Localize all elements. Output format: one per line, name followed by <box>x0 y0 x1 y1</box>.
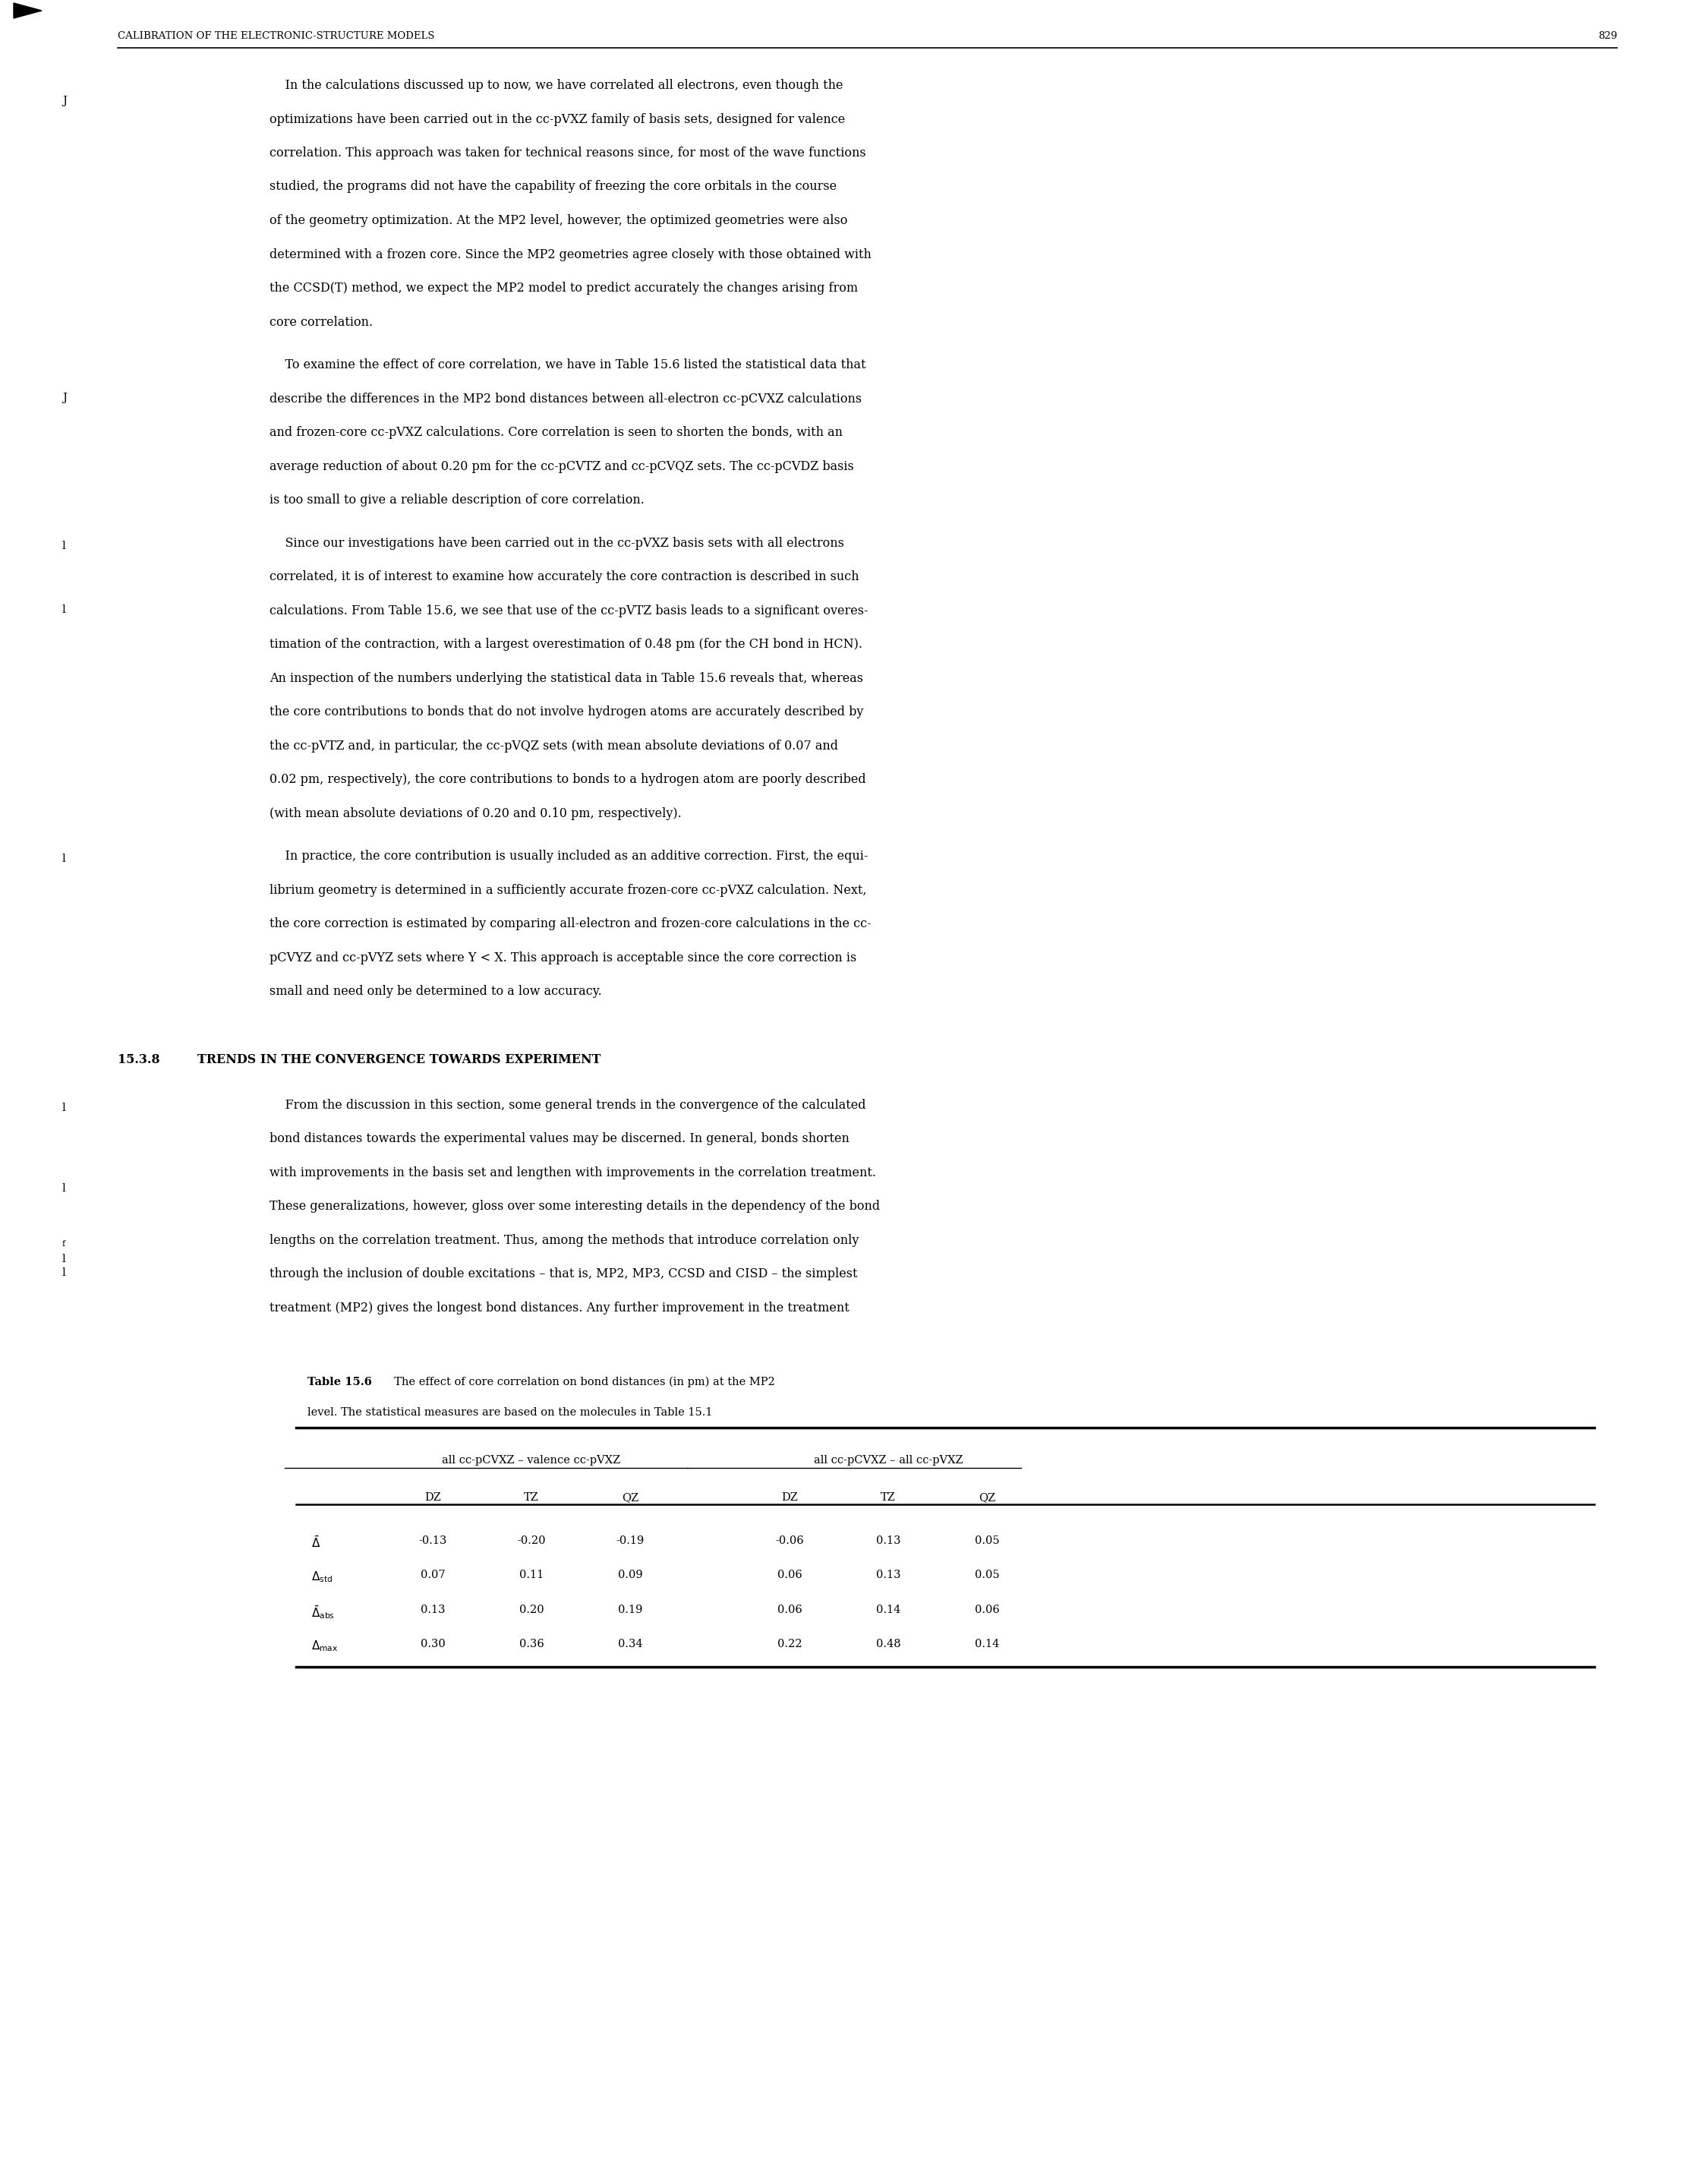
Text: 0.14: 0.14 <box>875 1605 901 1614</box>
Text: 0.22: 0.22 <box>777 1638 802 1649</box>
Text: core correlation.: core correlation. <box>270 314 373 328</box>
Text: treatment (MP2) gives the longest bond distances. Any further improvement in the: treatment (MP2) gives the longest bond d… <box>270 1302 850 1315</box>
Text: 0.13: 0.13 <box>875 1570 901 1581</box>
Text: DZ: DZ <box>424 1492 441 1503</box>
Text: The effect of core correlation on bond distances (in pm) at the MP2: The effect of core correlation on bond d… <box>387 1376 775 1387</box>
Text: l: l <box>63 1103 66 1114</box>
Text: 0.13: 0.13 <box>875 1535 901 1546</box>
Text: l: l <box>63 1184 66 1195</box>
Text: 0.13: 0.13 <box>421 1605 444 1614</box>
Text: 0.19: 0.19 <box>617 1605 643 1614</box>
Text: small and need only be determined to a low accuracy.: small and need only be determined to a l… <box>270 985 602 998</box>
Text: J: J <box>63 393 66 402</box>
Text: 0.48: 0.48 <box>875 1638 901 1649</box>
Text: the cc-pVTZ and, in particular, the cc-pVQZ sets (with mean absolute deviations : the cc-pVTZ and, in particular, the cc-p… <box>270 738 838 751</box>
Text: lengths on the correlation treatment. Thus, among the methods that introduce cor: lengths on the correlation treatment. Th… <box>270 1234 858 1247</box>
Text: 0.05: 0.05 <box>975 1570 999 1581</box>
Text: An inspection of the numbers underlying the statistical data in Table 15.6 revea: An inspection of the numbers underlying … <box>270 673 863 684</box>
Text: is too small to give a reliable description of core correlation.: is too small to give a reliable descript… <box>270 494 644 507</box>
Text: -0.19: -0.19 <box>616 1535 644 1546</box>
Text: correlated, it is of interest to examine how accurately the core contraction is : correlated, it is of interest to examine… <box>270 570 860 583</box>
Text: Since our investigations have been carried out in the cc-pVXZ basis sets with al: Since our investigations have been carri… <box>270 537 845 550</box>
Text: -0.20: -0.20 <box>517 1535 546 1546</box>
Text: TRENDS IN THE CONVERGENCE TOWARDS EXPERIMENT: TRENDS IN THE CONVERGENCE TOWARDS EXPERI… <box>197 1053 600 1066</box>
Text: l: l <box>63 539 66 550</box>
Text: level. The statistical measures are based on the molecules in Table 15.1: level. The statistical measures are base… <box>307 1406 712 1417</box>
Text: QZ: QZ <box>979 1492 996 1503</box>
Text: optimizations have been carried out in the cc-pVXZ family of basis sets, designe: optimizations have been carried out in t… <box>270 114 845 127</box>
Text: (with mean absolute deviations of 0.20 and 0.10 pm, respectively).: (with mean absolute deviations of 0.20 a… <box>270 806 682 819</box>
Text: $\Delta_{\mathrm{max}}$: $\Delta_{\mathrm{max}}$ <box>312 1638 338 1653</box>
Text: TZ: TZ <box>524 1492 539 1503</box>
Polygon shape <box>14 2 42 17</box>
Text: the core contributions to bonds that do not involve hydrogen atoms are accuratel: the core contributions to bonds that do … <box>270 705 863 719</box>
Text: average reduction of about 0.20 pm for the cc-pCVTZ and cc-pCVQZ sets. The cc-pC: average reduction of about 0.20 pm for t… <box>270 461 853 472</box>
Text: 0.36: 0.36 <box>519 1638 544 1649</box>
Text: 0.06: 0.06 <box>975 1605 999 1614</box>
Text: 0.07: 0.07 <box>421 1570 444 1581</box>
Text: $\bar{\Delta}_{\mathrm{abs}}$: $\bar{\Delta}_{\mathrm{abs}}$ <box>312 1605 334 1621</box>
Text: In the calculations discussed up to now, we have correlated all electrons, even : In the calculations discussed up to now,… <box>270 79 843 92</box>
Text: In practice, the core contribution is usually included as an additive correction: In practice, the core contribution is us… <box>270 850 868 863</box>
Text: correlation. This approach was taken for technical reasons since, for most of th: correlation. This approach was taken for… <box>270 146 867 159</box>
Text: l: l <box>63 854 66 865</box>
Text: determined with a frozen core. Since the MP2 geometries agree closely with those: determined with a frozen core. Since the… <box>270 249 872 260</box>
Text: Table 15.6: Table 15.6 <box>307 1376 371 1387</box>
Text: all cc-pCVXZ – valence cc-pVXZ: all cc-pCVXZ – valence cc-pVXZ <box>443 1455 621 1465</box>
Text: 0.14: 0.14 <box>975 1638 999 1649</box>
Text: librium geometry is determined in a sufficiently accurate frozen-core cc-pVXZ ca: librium geometry is determined in a suff… <box>270 885 867 895</box>
Text: These generalizations, however, gloss over some interesting details in the depen: These generalizations, however, gloss ov… <box>270 1199 880 1212</box>
Text: and frozen-core cc-pVXZ calculations. Core correlation is seen to shorten the bo: and frozen-core cc-pVXZ calculations. Co… <box>270 426 843 439</box>
Text: l: l <box>63 1254 66 1265</box>
Text: timation of the contraction, with a largest overestimation of 0.48 pm (for the C: timation of the contraction, with a larg… <box>270 638 863 651</box>
Text: all cc-pCVXZ – all cc-pVXZ: all cc-pCVXZ – all cc-pVXZ <box>814 1455 963 1465</box>
Text: To examine the effect of core correlation, we have in Table 15.6 listed the stat: To examine the effect of core correlatio… <box>270 358 867 371</box>
Text: through the inclusion of double excitations – that is, MP2, MP3, CCSD and CISD –: through the inclusion of double excitati… <box>270 1267 858 1280</box>
Text: 0.20: 0.20 <box>519 1605 544 1614</box>
Text: 0.05: 0.05 <box>975 1535 999 1546</box>
Text: 829: 829 <box>1598 31 1616 41</box>
Text: From the discussion in this section, some general trends in the convergence of t: From the discussion in this section, som… <box>270 1099 867 1112</box>
Text: calculations. From Table 15.6, we see that use of the cc-pVTZ basis leads to a s: calculations. From Table 15.6, we see th… <box>270 605 868 618</box>
Text: 0.11: 0.11 <box>519 1570 544 1581</box>
Text: studied, the programs did not have the capability of freezing the core orbitals : studied, the programs did not have the c… <box>270 181 836 192</box>
Text: f: f <box>63 1241 66 1247</box>
Text: DZ: DZ <box>782 1492 797 1503</box>
Text: bond distances towards the experimental values may be discerned. In general, bon: bond distances towards the experimental … <box>270 1131 850 1144</box>
Text: $\Delta_{\mathrm{std}}$: $\Delta_{\mathrm{std}}$ <box>312 1570 332 1583</box>
Text: CALIBRATION OF THE ELECTRONIC-STRUCTURE MODELS: CALIBRATION OF THE ELECTRONIC-STRUCTURE … <box>117 31 434 41</box>
Text: 0.06: 0.06 <box>777 1605 802 1614</box>
Text: 0.06: 0.06 <box>777 1570 802 1581</box>
Text: 0.02 pm, respectively), the core contributions to bonds to a hydrogen atom are p: 0.02 pm, respectively), the core contrib… <box>270 773 867 786</box>
Text: pCVYZ and cc-pVYZ sets where Y < X. This approach is acceptable since the core c: pCVYZ and cc-pVYZ sets where Y < X. This… <box>270 952 856 963</box>
Text: TZ: TZ <box>880 1492 895 1503</box>
Text: -0.06: -0.06 <box>775 1535 804 1546</box>
Text: of the geometry optimization. At the MP2 level, however, the optimized geometrie: of the geometry optimization. At the MP2… <box>270 214 848 227</box>
Text: with improvements in the basis set and lengthen with improvements in the correla: with improvements in the basis set and l… <box>270 1166 877 1179</box>
Text: $\bar{\Delta}$: $\bar{\Delta}$ <box>312 1535 321 1551</box>
Text: l: l <box>63 605 66 614</box>
Text: QZ: QZ <box>622 1492 639 1503</box>
Text: l: l <box>63 1267 66 1278</box>
Text: the CCSD(T) method, we expect the MP2 model to predict accurately the changes ar: the CCSD(T) method, we expect the MP2 mo… <box>270 282 858 295</box>
Text: 0.09: 0.09 <box>617 1570 643 1581</box>
Text: -0.13: -0.13 <box>419 1535 448 1546</box>
Text: the core correction is estimated by comparing all-electron and frozen-core calcu: the core correction is estimated by comp… <box>270 917 872 930</box>
Text: 15.3.8: 15.3.8 <box>117 1053 159 1066</box>
Text: J: J <box>63 96 66 107</box>
Text: describe the differences in the MP2 bond distances between all-electron cc-pCVXZ: describe the differences in the MP2 bond… <box>270 393 862 406</box>
Text: 0.34: 0.34 <box>617 1638 643 1649</box>
Text: 0.30: 0.30 <box>421 1638 444 1649</box>
